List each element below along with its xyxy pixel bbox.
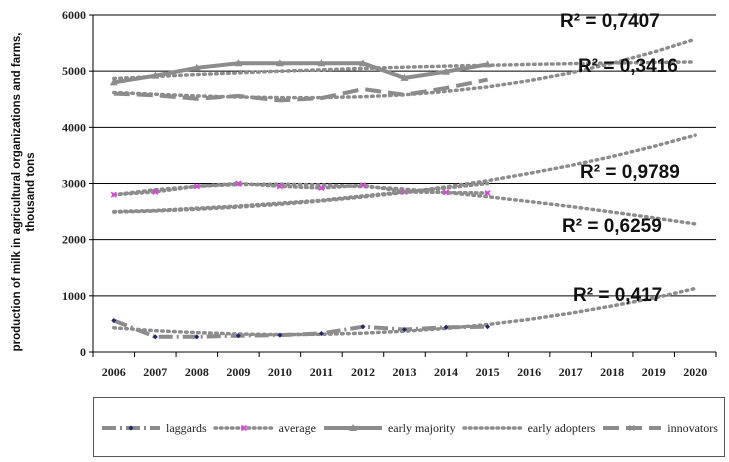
series-line-average <box>112 181 490 197</box>
series-line-innovators <box>113 77 488 103</box>
x-tick-label: 2015 <box>476 365 500 379</box>
axes <box>92 15 716 353</box>
point-average <box>359 182 367 189</box>
r2-label-early-majority: R² = 0,7407 <box>560 11 660 32</box>
series-line-early-majority <box>113 61 488 85</box>
point-average <box>193 183 200 190</box>
point-average <box>110 191 117 198</box>
r2-label-early-adopters: R² = 0,9789 <box>580 162 680 183</box>
legend-label-early-majority: early majority <box>387 420 456 435</box>
legend: laggards average early majority early adopt… <box>93 397 725 457</box>
x-tick-label: 2018 <box>600 365 624 379</box>
x-tick-label: 2017 <box>559 365 583 379</box>
x-tick-label: 2007 <box>143 365 167 379</box>
point-laggards <box>194 334 200 340</box>
point-laggards <box>360 324 366 330</box>
x-tick-label: 2019 <box>642 365 666 379</box>
point-early-majority <box>275 59 284 67</box>
point-laggards <box>443 324 449 330</box>
legend-item-average: average <box>212 420 316 436</box>
r2-label-laggards: R² = 0,417 <box>573 285 662 306</box>
legend-item-early-majority: early majority <box>322 421 456 436</box>
point-early-majority <box>442 67 451 75</box>
point-average <box>484 189 491 197</box>
legend-swatch-laggards <box>102 425 160 431</box>
point-average <box>276 183 283 190</box>
point-early-majority <box>483 60 492 68</box>
y-tick-label: 5000 <box>62 64 86 78</box>
y-tick-label: 1000 <box>62 289 86 303</box>
point-early-majority <box>358 59 367 67</box>
y-tick-label: 4000 <box>62 120 86 134</box>
point-laggards <box>277 332 283 338</box>
y-axis-label: production of milk in agricultural organ… <box>11 33 37 352</box>
x-tick-label: 2011 <box>310 365 333 379</box>
point-average <box>442 189 450 196</box>
point-laggards <box>111 318 117 324</box>
y-axis-label-line2: thousand tons <box>25 152 37 231</box>
legend-swatch-average <box>212 424 275 432</box>
x-tick-label: 2010 <box>268 365 292 379</box>
x-tick-labels: 2006 2007 2008 2009 2010 2011 2012 2013 2014 2015… <box>92 352 717 379</box>
legend-label-early-adopters: early adopters <box>527 420 596 435</box>
point-early-majority <box>234 59 243 67</box>
point-average <box>318 184 325 192</box>
x-tick-label: 2014 <box>434 365 458 379</box>
point-early-majority <box>317 59 326 67</box>
point-laggards <box>318 330 324 336</box>
point-average <box>235 180 242 187</box>
point-early-majority <box>400 73 409 81</box>
r2-label-innovators: R² = 0,3416 <box>578 56 678 77</box>
x-tick-label: 2013 <box>393 365 417 379</box>
x-tick-label: 2020 <box>683 365 707 379</box>
series-line-laggards <box>113 318 488 339</box>
point-early-majority <box>151 71 160 79</box>
point-early-majority <box>109 78 118 86</box>
legend-label-innovators: innovators <box>667 420 718 435</box>
x-tick-label: 2006 <box>102 365 126 379</box>
series-line-early-adopters <box>112 181 490 214</box>
r2-labels: R² = 0,7407 R² = 0,3416 R² = 0,9789 R² = 0,… <box>560 11 680 306</box>
y-tick-label: 0 <box>80 345 86 359</box>
x-tick-label: 2016 <box>517 365 541 379</box>
legend-swatch-early-adopters <box>461 426 524 430</box>
grid-lines <box>93 14 716 297</box>
legend-swatch-early-majority <box>323 424 382 431</box>
x-tick-label: 2008 <box>185 365 209 379</box>
y-tick-label: 6000 <box>62 8 86 22</box>
point-early-majority <box>192 63 201 71</box>
x-tick-label: 2012 <box>351 365 375 379</box>
legend-label-average: average <box>278 420 316 435</box>
legend-item-early-adopters: early adopters <box>461 420 596 436</box>
point-laggards <box>152 334 158 340</box>
chart: production of milk in agricultural organ… <box>11 8 717 379</box>
x-tick-label: 2009 <box>226 365 250 379</box>
legend-swatch-innovators <box>603 425 662 431</box>
y-tick-label: 2000 <box>62 233 86 247</box>
series-lines <box>109 59 492 340</box>
y-tick-label: 3000 <box>62 177 86 191</box>
trendline-early-adopters <box>112 133 697 214</box>
point-average <box>152 188 159 195</box>
legend-item-innovators: innovators <box>601 421 718 436</box>
trendline-early-majority <box>112 60 697 81</box>
y-tick-labels: 0 1000 2000 3000 4000 5000 6000 <box>62 8 93 359</box>
legend-label-laggards: laggards <box>166 420 207 435</box>
legend-row: laggards average early majority early adopt… <box>100 418 724 438</box>
point-laggards <box>402 327 407 333</box>
point-laggards <box>235 333 241 339</box>
point-laggards <box>485 324 491 330</box>
legend-item-laggards: laggards <box>100 421 207 436</box>
y-axis-label-line1: production of milk in agricultural organ… <box>11 33 23 352</box>
r2-label-average: R² = 0,6259 <box>562 216 662 237</box>
